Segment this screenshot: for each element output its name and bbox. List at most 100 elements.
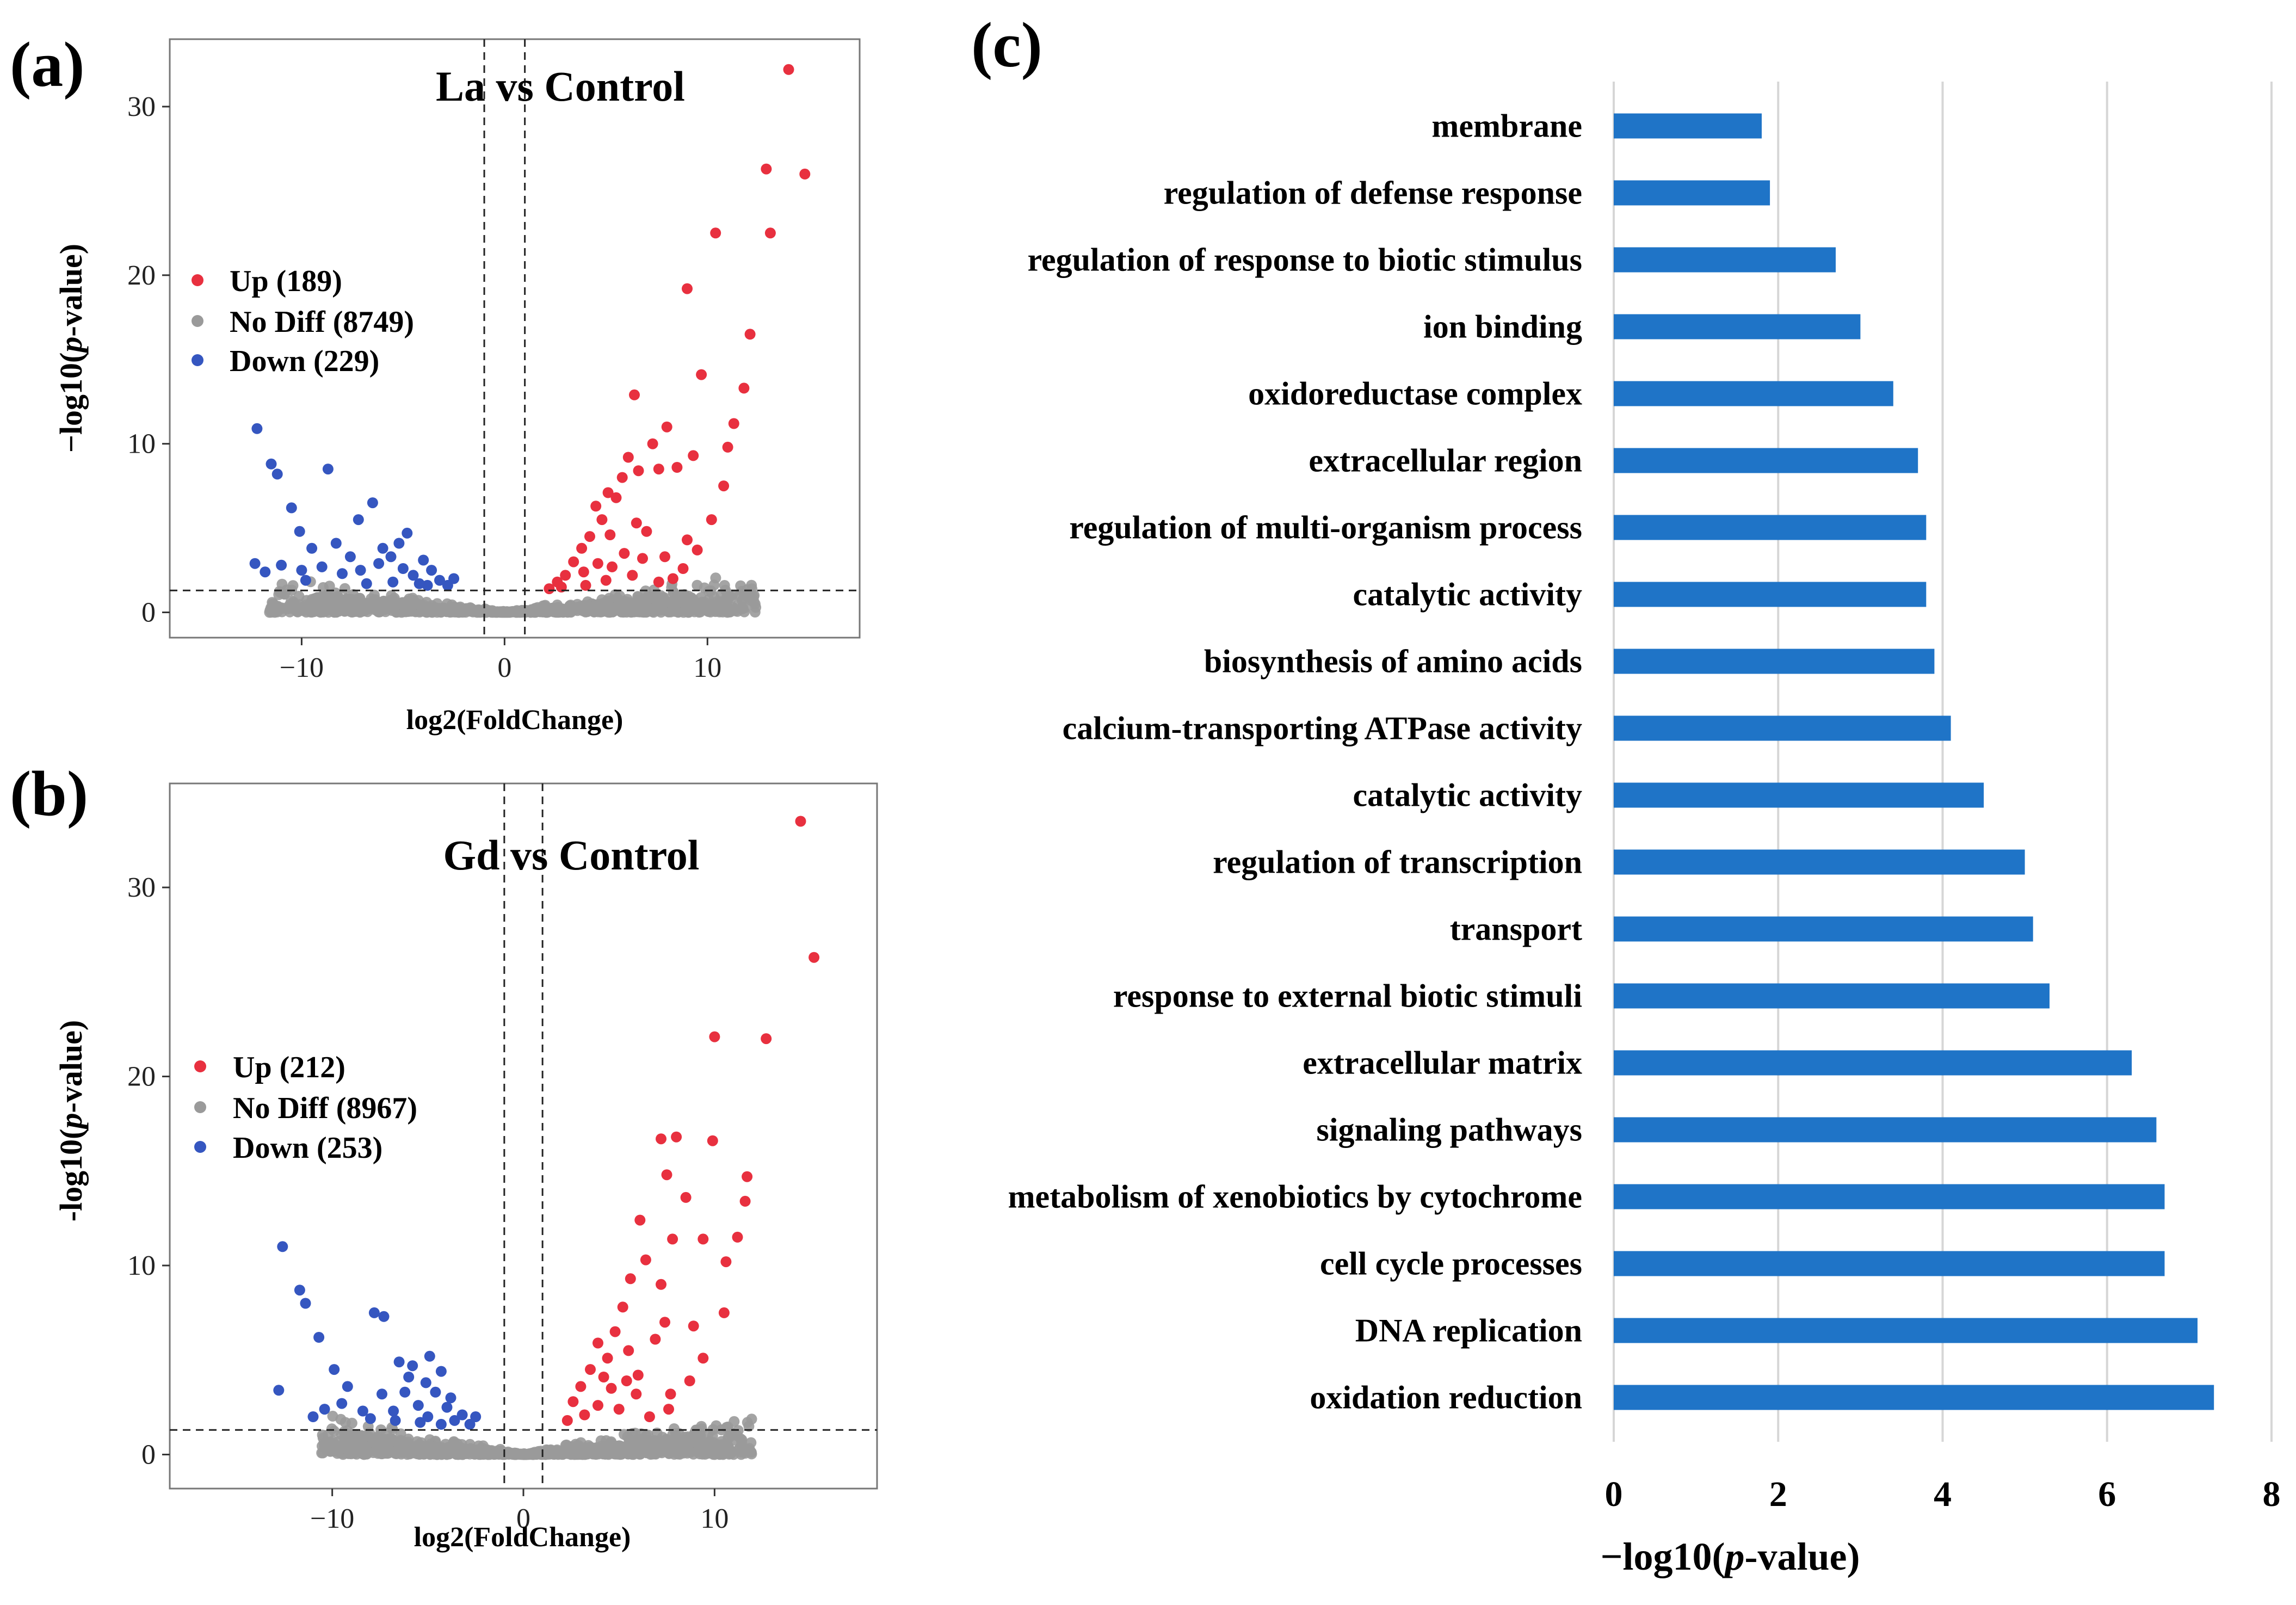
bar [1614,849,2025,875]
nodiff-point [340,1429,350,1440]
nodiff-point [418,604,429,616]
chart-title: Gd vs Control [443,831,700,879]
down-point [300,1298,311,1309]
x-tick-label: 0 [516,1503,530,1534]
up-point [580,579,591,591]
up-point [602,487,614,498]
up-point [644,1411,655,1422]
up-point [738,382,750,394]
down-point [387,576,399,588]
bars [1614,113,2214,1410]
down-point [342,1381,353,1392]
up-point [783,64,794,75]
x-tick-label: 8 [2263,1474,2281,1514]
up-point [653,464,664,475]
bar [1614,180,1770,206]
up-point [661,1169,672,1181]
up-point [544,583,555,595]
go-enrichment-bar-chart: membrane regulation of defense response re… [1008,82,2281,1578]
up-point [623,1345,634,1356]
down-point [424,1350,435,1362]
down-point [276,559,287,571]
down-point [435,1418,447,1430]
up-point [688,450,699,461]
up-point [568,556,579,567]
up-point [682,534,693,546]
up-point [596,514,608,526]
up-point [680,1192,692,1203]
x-tick-label: −10 [280,652,324,683]
down-point [470,1411,482,1422]
down-point [378,1311,390,1322]
down-point [422,579,433,591]
nodiff-point [619,1429,629,1440]
down-point [260,566,271,578]
up-point [728,418,739,429]
up-point [621,1375,632,1386]
x-axis-label: log2(FoldChange) [414,1522,631,1553]
nodiff-point [742,1417,753,1428]
down-point [456,1409,468,1421]
y-tick-label: 0 [141,1439,156,1470]
nodiff-point [552,1448,563,1459]
up-point [634,1214,646,1226]
y-axis-label: −log10(p-value) [53,244,89,453]
up-point [799,168,811,180]
down-point [413,578,425,589]
nodiff-point [585,601,596,613]
up-point [579,1409,590,1421]
down-point [329,1364,340,1375]
bar [1614,113,1762,139]
down-point [313,1332,325,1343]
up-point [667,1233,678,1245]
category-label: oxidoreductase complex [1248,376,1582,412]
down-point [365,1413,376,1424]
plot-frame [169,782,878,1490]
up-points [544,64,811,595]
down-point [361,578,372,589]
bar [1614,448,1918,473]
up-point [585,1364,596,1375]
up-point [682,283,693,294]
nodiff-point [340,1417,351,1428]
category-labels: membrane regulation of defense response re… [1008,108,1582,1416]
nodiff-points [264,572,762,618]
nodiff-point [429,1442,441,1453]
nodiff-point [369,594,381,606]
up-point [625,1273,636,1285]
category-label: metabolism of xenobiotics by cytochrome [1008,1179,1582,1215]
category-label: calcium-transporting ATPase activity [1063,711,1582,746]
down-point [357,1405,368,1417]
down-point [415,1417,426,1428]
up-point [616,472,628,483]
up-point [592,558,603,569]
bar [1614,715,1951,741]
up-point [600,575,612,586]
legend-swatch-down [194,1141,206,1153]
bar [1614,782,1984,808]
down-point [435,1366,447,1377]
down-point [294,526,305,537]
nodiff-point [585,1441,596,1453]
nodiff-point [661,1434,672,1445]
up-point [698,1233,709,1245]
down-point [420,1377,431,1388]
panel-label-b: (b) [10,758,88,829]
down-point [277,1241,288,1252]
nodiff-point [646,592,658,604]
legend-swatch-down [192,354,203,366]
nodiff-point [490,1448,502,1459]
nodiff-point [735,580,746,591]
nodiff-point [437,604,448,616]
category-label: transport [1450,911,1582,947]
up-point [606,1382,617,1394]
legend-label-down: Down (253) [233,1131,382,1165]
down-point [390,1415,401,1426]
volcano-plot-gd: −10 0 10 0 10 20 30 Gd vs Control Up (212) No … [53,782,878,1553]
category-label: regulation of defense response [1164,175,1582,211]
y-tick-label: 10 [127,1250,156,1281]
nodiff-point [349,1446,361,1458]
plot-frame [169,38,861,639]
y-tick-label: 20 [127,1061,156,1092]
down-point [251,423,263,434]
